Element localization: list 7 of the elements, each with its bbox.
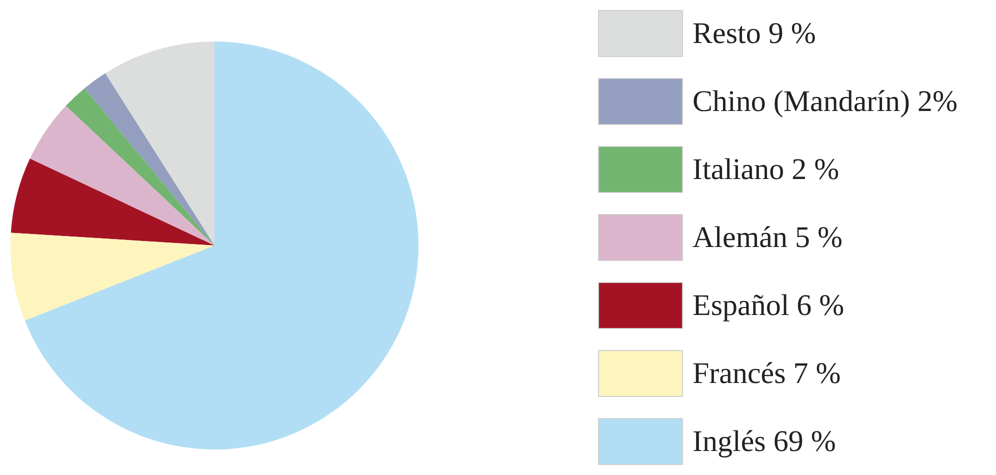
legend-label: Italiano 2 % <box>692 153 840 186</box>
legend-label: Resto 9 % <box>692 17 816 50</box>
legend-label: Inglés 69 % <box>692 425 836 458</box>
legend-label: Español 6 % <box>692 289 844 322</box>
legend-label: Chino (Mandarín) 2% <box>692 85 958 118</box>
legend-label: Francés 7 % <box>692 357 841 390</box>
legend-label: Alemán 5 % <box>692 221 842 254</box>
